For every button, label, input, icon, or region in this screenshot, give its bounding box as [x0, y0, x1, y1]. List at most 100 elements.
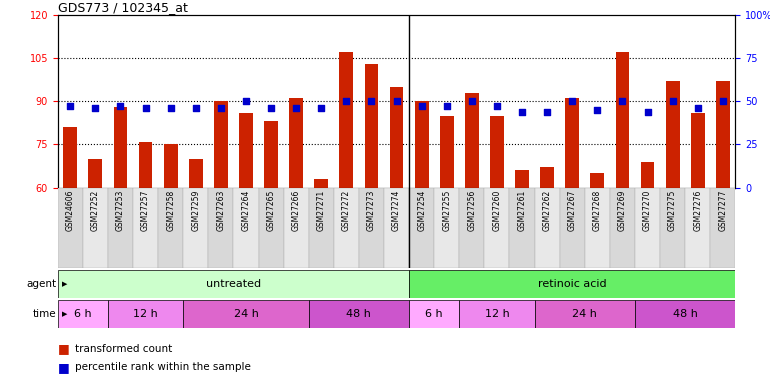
- Bar: [58, 270, 409, 298]
- Bar: [459, 300, 534, 328]
- Text: GSM27277: GSM27277: [718, 190, 728, 231]
- Text: ▶: ▶: [62, 281, 67, 287]
- Bar: [584, 188, 610, 268]
- Text: transformed count: transformed count: [75, 344, 172, 354]
- Bar: [314, 179, 328, 188]
- Text: GSM27267: GSM27267: [567, 190, 577, 231]
- Bar: [133, 188, 158, 268]
- Bar: [515, 170, 529, 188]
- Point: [139, 105, 152, 111]
- Point: [691, 105, 704, 111]
- Text: GSM27268: GSM27268: [593, 190, 602, 231]
- Point: [64, 104, 76, 110]
- Bar: [710, 188, 735, 268]
- Bar: [415, 101, 429, 188]
- Bar: [259, 188, 283, 268]
- Bar: [641, 162, 654, 188]
- Bar: [283, 188, 309, 268]
- Point: [365, 98, 377, 104]
- Point: [390, 98, 403, 104]
- Bar: [209, 188, 233, 268]
- Bar: [716, 81, 730, 188]
- Text: ■: ■: [58, 361, 69, 374]
- Point: [416, 104, 428, 110]
- Bar: [63, 127, 77, 188]
- Text: 12 h: 12 h: [484, 309, 509, 319]
- Point: [490, 104, 503, 110]
- Bar: [108, 300, 183, 328]
- Point: [340, 98, 353, 104]
- Text: GSM27252: GSM27252: [91, 190, 100, 231]
- Bar: [660, 188, 685, 268]
- Bar: [390, 87, 403, 188]
- Bar: [58, 188, 83, 268]
- Text: GSM27264: GSM27264: [242, 190, 250, 231]
- Text: GSM27258: GSM27258: [166, 190, 176, 231]
- Bar: [459, 188, 484, 268]
- Point: [165, 105, 177, 111]
- Point: [667, 98, 679, 104]
- Bar: [164, 144, 178, 188]
- Text: GSM27261: GSM27261: [517, 190, 527, 231]
- Bar: [58, 300, 108, 328]
- Bar: [534, 188, 560, 268]
- Text: 48 h: 48 h: [346, 309, 371, 319]
- Text: ■: ■: [58, 342, 69, 355]
- Text: GSM27273: GSM27273: [367, 190, 376, 231]
- Text: time: time: [32, 309, 56, 319]
- Bar: [189, 159, 203, 188]
- Text: GSM27259: GSM27259: [191, 190, 200, 231]
- Text: GSM27269: GSM27269: [618, 190, 627, 231]
- Text: GSM27266: GSM27266: [292, 190, 300, 231]
- Text: GSM27262: GSM27262: [543, 190, 551, 231]
- Bar: [83, 188, 108, 268]
- Bar: [384, 188, 409, 268]
- Point: [591, 107, 604, 113]
- Text: GSM27274: GSM27274: [392, 190, 401, 231]
- Bar: [465, 93, 479, 188]
- Bar: [334, 188, 359, 268]
- Bar: [685, 188, 710, 268]
- Text: 48 h: 48 h: [673, 309, 698, 319]
- Text: GSM27265: GSM27265: [266, 190, 276, 231]
- Point: [516, 109, 528, 115]
- Point: [717, 98, 729, 104]
- Bar: [541, 167, 554, 188]
- Text: 6 h: 6 h: [74, 309, 92, 319]
- Bar: [409, 270, 735, 298]
- Bar: [635, 188, 660, 268]
- Bar: [108, 188, 133, 268]
- Bar: [114, 107, 127, 188]
- Bar: [340, 53, 353, 188]
- Point: [265, 105, 277, 111]
- Text: GSM27263: GSM27263: [216, 190, 226, 231]
- Bar: [490, 116, 504, 188]
- Bar: [610, 188, 635, 268]
- Text: 6 h: 6 h: [425, 309, 443, 319]
- Bar: [89, 159, 102, 188]
- Text: 24 h: 24 h: [233, 309, 259, 319]
- Bar: [214, 101, 228, 188]
- Text: 12 h: 12 h: [133, 309, 158, 319]
- Point: [239, 98, 252, 104]
- Point: [440, 104, 453, 110]
- Bar: [364, 64, 378, 188]
- Point: [89, 105, 102, 111]
- Bar: [409, 300, 459, 328]
- Text: agent: agent: [26, 279, 56, 289]
- Point: [315, 105, 327, 111]
- Text: GSM27256: GSM27256: [467, 190, 477, 231]
- Text: 24 h: 24 h: [572, 309, 598, 319]
- Bar: [434, 188, 459, 268]
- Point: [114, 104, 126, 110]
- Point: [541, 109, 554, 115]
- Text: percentile rank within the sample: percentile rank within the sample: [75, 363, 250, 372]
- Text: retinoic acid: retinoic acid: [538, 279, 607, 289]
- Bar: [239, 113, 253, 188]
- Text: GSM27254: GSM27254: [417, 190, 426, 231]
- Text: GSM27270: GSM27270: [643, 190, 652, 231]
- Bar: [534, 300, 635, 328]
- Point: [215, 105, 227, 111]
- Bar: [309, 188, 334, 268]
- Bar: [560, 188, 584, 268]
